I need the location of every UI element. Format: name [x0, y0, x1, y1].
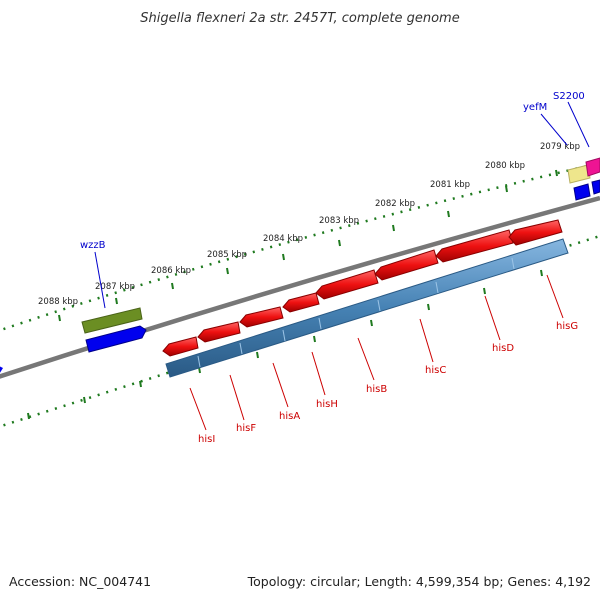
- cds-hisI[interactable]: [162, 336, 199, 357]
- inner-ruler-major-ticks: [27, 269, 543, 420]
- inner-ruler: [0, 234, 600, 428]
- kbp-label-2079: 2079 kbp: [540, 142, 580, 152]
- gene-label-hisD[interactable]: hisD: [492, 343, 514, 354]
- gene-label-S2200[interactable]: S2200: [553, 91, 585, 102]
- kbp-label-2082: 2082 kbp: [375, 199, 415, 209]
- map-title: Shigella flexneri 2a str. 2457T, complet…: [140, 11, 459, 26]
- his-operon-bar: [165, 238, 569, 378]
- S2200-leader-line: [567, 101, 590, 148]
- reverse-gene-leaders: [189, 274, 564, 431]
- gene-label-hisA[interactable]: hisA: [279, 411, 300, 422]
- outer-ruler: 2079 kbp 2080 kbp 2081 kbp 2082 kbp 2083…: [0, 142, 600, 332]
- kbp-label-2081: 2081 kbp: [430, 180, 470, 190]
- operon-bar[interactable]: [165, 238, 569, 378]
- genome-backbone: [0, 195, 600, 379]
- gene-label-hisC[interactable]: hisC: [425, 365, 446, 376]
- cds-hisA[interactable]: [239, 306, 284, 328]
- gene-S2200-bar[interactable]: [585, 157, 600, 177]
- cds-hisC[interactable]: [374, 249, 439, 281]
- gene-label-hisH[interactable]: hisH: [316, 399, 338, 410]
- his-operon-cds: [162, 219, 563, 357]
- genome-summary-text: Topology: circular; Length: 4,599,354 bp…: [247, 574, 591, 589]
- yefM-leader-line: [540, 113, 568, 146]
- outer-ruler-major-ticks: [58, 169, 558, 322]
- kbp-label-2083: 2083 kbp: [319, 216, 359, 226]
- kbp-label-2088: 2088 kbp: [38, 297, 78, 307]
- kbp-label-2085: 2085 kbp: [207, 250, 247, 260]
- wzzB-leader-line: [94, 251, 106, 309]
- cds-hisF[interactable]: [197, 321, 241, 343]
- gene-label-hisB[interactable]: hisB: [366, 384, 387, 395]
- gene-label-wzzB[interactable]: wzzB: [80, 240, 106, 251]
- forward-features: [0, 157, 600, 377]
- inner-ruler-dots: [0, 234, 600, 428]
- gene-label-hisF[interactable]: hisF: [236, 423, 256, 434]
- gene-right-blue-bar-1[interactable]: [573, 183, 591, 201]
- gene-label-hisI[interactable]: hisI: [198, 434, 215, 445]
- gene-label-yefM[interactable]: yefM: [523, 102, 547, 113]
- kbp-label-2087: 2087 kbp: [95, 282, 135, 292]
- gene-yefM-bar[interactable]: [567, 164, 591, 184]
- gene-right-blue-bar-2[interactable]: [591, 179, 600, 195]
- gene-label-hisG[interactable]: hisG: [556, 321, 578, 332]
- forward-gene-labels: [94, 101, 590, 309]
- kbp-label-2086: 2086 kbp: [151, 266, 191, 276]
- cds-hisB[interactable]: [315, 269, 379, 300]
- cds-hisH[interactable]: [282, 292, 320, 313]
- accession-text: Accession: NC_004741: [9, 574, 151, 589]
- gene-wzzB-bar-blue[interactable]: [85, 325, 147, 353]
- operon-bar-dividers: [197, 257, 515, 368]
- kbp-label-2084: 2084 kbp: [263, 234, 303, 244]
- kbp-label-2080: 2080 kbp: [485, 161, 525, 171]
- gene-wzzB-bar-olive[interactable]: [81, 307, 143, 334]
- cds-hisG[interactable]: [508, 219, 563, 246]
- left-edge-blue-arrow[interactable]: [0, 364, 3, 377]
